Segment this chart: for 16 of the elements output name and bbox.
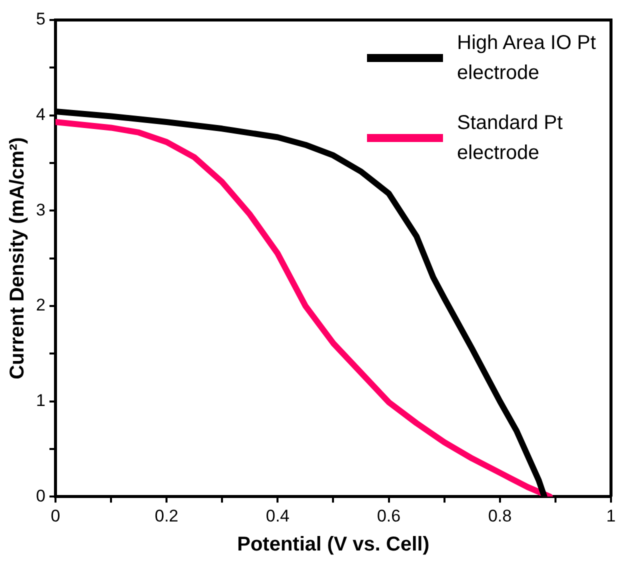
x-tick-label: 0 [50,506,60,526]
x-axis-title: Potential (V vs. Cell) [237,534,430,556]
legend-label: High Area IO Pt electrode [457,31,597,86]
y-tick-label: 4 [36,105,46,124]
x-tick-label: 0.2 [154,506,178,526]
legend-label: Standard Pt electrode [457,111,564,166]
y-tick-label: 5 [36,10,46,29]
x-tick-label: 1 [606,506,616,526]
x-tick-label: 0.6 [376,506,401,526]
y-tick-label: 3 [36,200,46,220]
y-tick-label: 1 [36,390,46,410]
y-axis-title: Current Density (mA/cm²) [6,137,29,380]
x-tick-label: 0.8 [488,506,512,526]
y-tick-label: 2 [36,296,46,315]
x-tick-label: 0.4 [266,506,290,526]
y-tick-label: 0 [36,486,46,506]
